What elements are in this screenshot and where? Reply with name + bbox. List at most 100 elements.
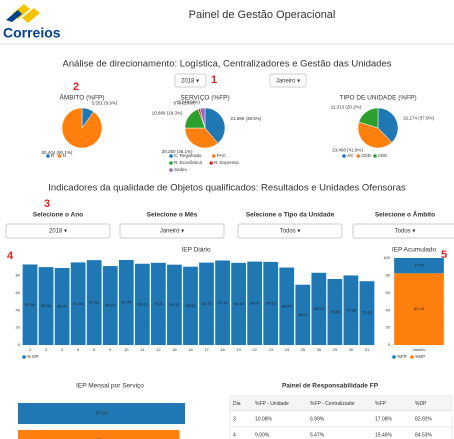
legend-label: PAC — [217, 153, 227, 158]
bar-label: 97.75 — [121, 300, 132, 305]
bar-label: 69.3 — [299, 312, 308, 317]
bar — [54, 268, 70, 345]
legend-swatch — [169, 168, 173, 172]
bar — [311, 272, 327, 345]
column-header: %FP — [375, 401, 387, 407]
bar — [199, 262, 214, 345]
x-tick-label: 16 — [188, 347, 193, 352]
bar — [295, 284, 311, 345]
x-tick-label: 12 — [156, 347, 161, 352]
table-cell: 10.08% — [255, 416, 273, 422]
bar-label: 75.88 — [330, 309, 341, 314]
slice-label: 10,888 (19.3%) — [152, 110, 183, 115]
table-cell: 4 — [233, 432, 236, 438]
table-cell: 15.46% — [375, 432, 393, 438]
y-tick-label: 20 — [16, 325, 21, 330]
bar — [18, 430, 180, 439]
legend-swatch — [169, 154, 173, 158]
filter-value[interactable]: Todos ▾ — [280, 229, 301, 235]
bar-label: 90.02 — [185, 303, 196, 308]
filter-select[interactable] — [5, 223, 111, 239]
x-tick-label: 8 — [93, 347, 96, 352]
slice-label: 21,696 (38.8%) — [230, 116, 261, 121]
bar — [102, 266, 118, 345]
bar-label: 90.71 — [105, 303, 116, 308]
bar — [167, 264, 182, 345]
x-tick-label: 4 — [61, 347, 64, 352]
bar-label: 79.93 — [346, 307, 357, 312]
bar-label: 94.44 — [234, 301, 245, 306]
bar-label: 89.53 — [41, 303, 52, 308]
chart-title: IEP Diário — [181, 247, 211, 254]
x-tick-label: 25 — [301, 347, 306, 352]
legend-swatch — [57, 154, 62, 158]
filter-value[interactable]: Todos ▾ — [395, 229, 416, 235]
month-select[interactable] — [269, 73, 307, 88]
year-select[interactable] — [174, 73, 207, 88]
month-value[interactable]: Janeiro ▾ — [276, 79, 300, 85]
table-cell: 6.99% — [310, 416, 325, 422]
x-tick-label: 24 — [285, 347, 290, 352]
annotation: 5 — [441, 249, 447, 261]
section-title: Indicadores da qualidade de Objetos qual… — [48, 183, 406, 194]
filter-label: Selecione o Ano — [33, 212, 83, 219]
legend-label: CDD — [361, 153, 371, 158]
bar — [231, 262, 246, 345]
bar — [18, 403, 186, 424]
x-tick-label: 26 — [317, 347, 322, 352]
bar — [151, 262, 166, 345]
legend-label: R. Econômica — [174, 160, 203, 165]
slice-label: 5,551 (9.9%) — [92, 100, 118, 105]
bar-label: 95.87 — [250, 300, 261, 305]
y-tick-label: 60 — [16, 290, 21, 295]
bar — [215, 260, 230, 345]
filter-select[interactable] — [119, 223, 225, 239]
page-title: Painel de Gestão Operacional — [189, 9, 336, 21]
bar — [134, 263, 150, 345]
filter-select[interactable] — [352, 223, 454, 239]
pie-slice — [184, 127, 219, 149]
filter-value[interactable]: 2018 ▾ — [49, 229, 67, 235]
slice-label: 2,248 (4%) — [178, 99, 201, 104]
annotation: 2 — [73, 81, 79, 93]
table-cell: 5.47% — [310, 432, 325, 438]
legend-label: R. Expressa — [214, 160, 239, 165]
y-tick-label: 60 — [386, 290, 391, 295]
x-tick-label: 15 — [172, 347, 177, 352]
legend-label: CEE — [378, 153, 387, 158]
bar-label: 97.14 — [218, 300, 229, 305]
x-tick-label: 11 — [140, 347, 145, 352]
table-cell: 82.92% — [415, 416, 433, 422]
slice-label: 21,174 (37.9%) — [403, 115, 434, 120]
bar-label: 85 — [96, 438, 102, 439]
table-cell: 17.08% — [375, 416, 393, 422]
filter-select[interactable] — [237, 223, 343, 239]
y-tick-label: 80 — [16, 272, 21, 277]
year-value[interactable]: 2018 ▾ — [181, 79, 199, 85]
pie-slice — [204, 107, 226, 144]
filter-label: Selecione o Tipo da Unidade — [246, 212, 335, 219]
table-cell: 84.53% — [415, 432, 433, 438]
bar — [394, 273, 444, 345]
legend-swatch — [392, 355, 396, 359]
legend-swatch — [373, 154, 377, 158]
bar-label: 83.04 — [314, 306, 325, 311]
column-header: %FP - Unidade — [255, 401, 289, 407]
bar-label: 94.73 — [202, 301, 213, 306]
column-header: Dia — [233, 401, 241, 407]
filter-value[interactable]: Janeiro ▾ — [160, 229, 184, 235]
legend-swatch — [356, 154, 361, 158]
bar — [279, 267, 295, 345]
bar — [70, 262, 86, 345]
table-row — [229, 426, 453, 439]
bar — [247, 261, 263, 345]
bar — [263, 261, 279, 345]
filter-label: Selecione o Âmbito — [375, 210, 435, 219]
legend-label: % DP — [27, 354, 39, 359]
pie-slice — [61, 107, 103, 149]
x-tick-label: 5 — [77, 347, 80, 352]
chart-title: IEP Acumulado — [392, 247, 437, 254]
bar — [327, 278, 343, 345]
bar-label: 88.47 — [57, 304, 68, 309]
